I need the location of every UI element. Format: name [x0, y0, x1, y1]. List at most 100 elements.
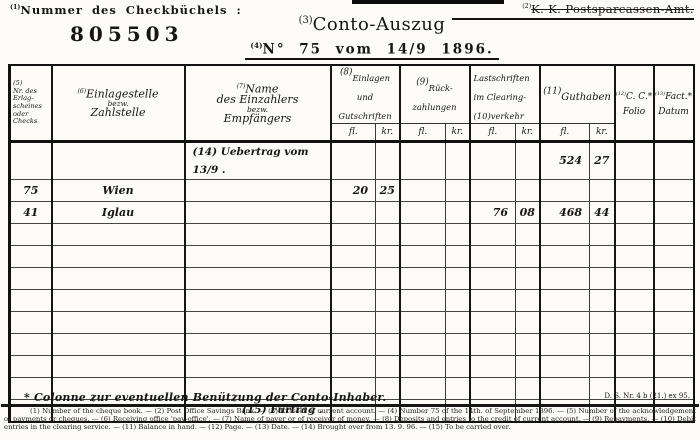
cell-nr	[9, 355, 52, 378]
cell-g_fl	[538, 267, 590, 290]
ref-11: (11)	[543, 86, 562, 97]
cell-e_kr	[375, 201, 400, 224]
cell-g_fl	[538, 223, 590, 246]
cell-r_fl	[398, 245, 446, 268]
col-header-lastschriften: Lastschriften im Clearing- (10)verkehr	[468, 65, 540, 124]
rueckzahlungen-label: Rück- zahlungen	[412, 82, 457, 112]
ref-8: (8)	[339, 67, 353, 78]
cell-e_kr	[375, 245, 400, 268]
cell-nr	[9, 333, 52, 356]
cell-name	[183, 267, 331, 290]
cell-g_fl: 524	[538, 141, 590, 180]
cell-g_kr: 44	[589, 201, 615, 224]
table-row	[9, 377, 694, 400]
ref-3: (3)	[298, 15, 313, 26]
cell-r_fl	[398, 377, 446, 400]
checkbook-number-label: (1)Nummer des Checkbüchels :	[10, 3, 242, 17]
cell-g_fl	[538, 355, 590, 378]
cell-stelle	[50, 267, 185, 290]
cell-folio	[613, 179, 654, 202]
name-bezw: bezw.	[246, 104, 269, 114]
ref-13: (13)	[654, 90, 666, 97]
cell-g_kr	[589, 311, 615, 334]
einlagestelle-label: Einlagestelle	[86, 87, 159, 101]
subheader-last-fl: fl.	[468, 123, 516, 143]
cell-e_fl	[329, 377, 376, 400]
cell-l_fl: 76	[468, 201, 516, 224]
cell-l_fl	[468, 141, 516, 180]
table-row	[9, 245, 694, 268]
cell-r_kr	[444, 311, 470, 334]
cell-e_kr	[375, 141, 400, 180]
cell-e_fl: 20	[329, 179, 376, 202]
cell-name	[183, 245, 331, 268]
cell-r_fl	[398, 311, 446, 334]
office-name-text: K. K. Postsparcassen-Amt.	[531, 2, 694, 16]
cell-nr	[9, 377, 52, 400]
datum-label: Fact.* Datum	[658, 91, 693, 117]
footnote-colonne: * Colonne zur eventuellen Benützung der …	[24, 391, 387, 404]
cell-folio	[613, 377, 654, 400]
einlagen-label: Einlagen und Gutschriften	[338, 73, 392, 121]
cell-l_fl	[468, 289, 516, 312]
ref-4: (4)	[250, 40, 263, 50]
cell-g_kr	[589, 267, 615, 290]
cell-nr	[9, 311, 52, 334]
subheader-last-kr: kr.	[515, 123, 540, 143]
col-header-datum: (13)Fact.* Datum	[652, 65, 694, 143]
cell-r_fl	[398, 333, 446, 356]
cell-g_kr	[589, 289, 615, 312]
cell-g_fl	[538, 245, 590, 268]
table-row	[9, 223, 694, 246]
table-row	[9, 289, 694, 312]
cell-e_kr: 25	[375, 179, 400, 202]
table-row: 41 Iglau 76 08 468 44	[9, 201, 694, 224]
subheader-einlagen-kr: kr.	[375, 123, 400, 143]
cell-datum	[652, 245, 694, 268]
col-header-name: (7)Name des Einzahlers bezw. Empfängers	[183, 65, 331, 143]
subheader-guthaben-kr: kr.	[589, 123, 615, 143]
cell-e_kr	[375, 355, 400, 378]
cell-e_kr	[375, 377, 400, 400]
account-table: (5) Nr. des Erlag- scheines oder Checks …	[8, 64, 695, 423]
cell-nr: 75	[9, 179, 52, 202]
table-header: (5) Nr. des Erlag- scheines oder Checks …	[9, 65, 694, 143]
cell-name: (14) Uebertrag vom 13/9 .	[183, 141, 331, 180]
cell-datum	[652, 223, 694, 246]
cell-r_fl	[398, 289, 446, 312]
cell-stelle	[50, 289, 185, 312]
cell-l_kr	[515, 141, 540, 180]
cell-e_fl	[329, 355, 376, 378]
cell-g_kr	[589, 355, 615, 378]
cell-folio	[613, 355, 654, 378]
document-subtitle: (4)N° 75 vom 14/9 1896.	[245, 40, 499, 60]
cell-folio	[613, 245, 654, 268]
table-row	[9, 267, 694, 290]
cell-r_fl	[398, 201, 446, 224]
einlagestelle-bezw: bezw.	[107, 99, 129, 109]
office-name-block: (2)K. K. Postsparcassen-Amt.	[452, 2, 694, 20]
cell-e_fl	[329, 245, 376, 268]
checkbook-number-value: 805503	[70, 22, 184, 46]
table-row: (14) Uebertrag vom 13/9 . 524 27	[9, 141, 694, 180]
cell-stelle: Wien	[50, 179, 185, 202]
cell-e_fl	[329, 333, 376, 356]
cell-stelle	[50, 355, 185, 378]
cell-nr	[9, 245, 52, 268]
cell-folio	[613, 311, 654, 334]
cell-stelle	[50, 333, 185, 356]
cell-e_fl	[329, 201, 376, 224]
cell-name	[183, 333, 331, 356]
cell-e_fl	[329, 311, 376, 334]
document-title: (3)Conto-Auszug	[228, 14, 516, 35]
cell-e_kr	[375, 267, 400, 290]
cell-r_fl	[398, 141, 446, 180]
cell-l_fl	[468, 223, 516, 246]
cell-folio	[613, 223, 654, 246]
cell-l_fl	[468, 311, 516, 334]
table-row	[9, 311, 694, 334]
cell-l_kr	[515, 245, 540, 268]
cell-name	[183, 311, 331, 334]
cell-nr: 41	[9, 201, 52, 224]
